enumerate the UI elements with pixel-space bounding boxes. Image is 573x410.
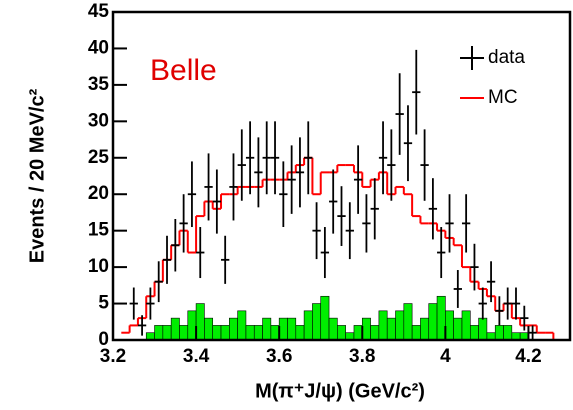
bar	[420, 317, 430, 341]
y-tick-label: 5	[98, 293, 109, 314]
x-tick-label: 3.2	[100, 346, 126, 367]
bar	[295, 325, 305, 341]
x-tick-label: 3.8	[349, 346, 375, 367]
y-tick-label: 45	[88, 1, 110, 22]
plot-frame	[111, 10, 572, 342]
bar	[478, 317, 488, 341]
bar	[361, 317, 371, 341]
y-tick-label: 25	[88, 147, 110, 168]
bar	[337, 325, 346, 341]
bar	[262, 317, 272, 341]
bar	[320, 295, 330, 341]
bar	[170, 317, 180, 341]
bar	[403, 303, 413, 341]
bar	[494, 325, 504, 341]
y-axis-label: Events / 20 MeV/c²	[26, 88, 48, 263]
bar	[245, 325, 255, 341]
x-axis-label: M(π⁺J/ψ) (GeV/c²)	[255, 380, 425, 402]
y-tick-label: 10	[88, 256, 109, 277]
y-tick-label: 15	[88, 220, 110, 241]
bar	[253, 325, 263, 341]
bar	[195, 303, 205, 341]
bar	[162, 325, 172, 341]
bar	[328, 317, 338, 341]
y-tick-label: 30	[88, 110, 109, 131]
bar	[303, 310, 313, 341]
x-tick-label: 4	[440, 346, 451, 367]
bar	[237, 310, 247, 341]
x-tick-label: 3.6	[266, 346, 292, 367]
legend-label: MC	[488, 87, 518, 108]
bar	[220, 325, 230, 341]
x-tick-label: 3.4	[183, 346, 210, 367]
bar	[461, 310, 471, 341]
bar	[428, 303, 438, 341]
bar	[370, 325, 380, 341]
y-tick-label: 40	[88, 37, 109, 58]
bar	[204, 317, 214, 341]
y-tick-label: 0	[98, 329, 109, 350]
bar	[378, 310, 388, 341]
bar	[229, 317, 238, 341]
bar	[212, 325, 222, 341]
bar	[154, 325, 164, 341]
bar	[187, 310, 197, 341]
bar	[469, 325, 479, 341]
bar	[445, 310, 454, 341]
bar	[353, 325, 363, 341]
bar	[411, 325, 421, 341]
bar	[312, 303, 322, 341]
bar	[179, 325, 189, 341]
bar	[287, 317, 297, 341]
bar	[270, 325, 280, 341]
bar	[395, 310, 405, 341]
x-tick-label: 4.2	[515, 346, 541, 367]
y-tick-label: 20	[88, 183, 109, 204]
bar	[436, 295, 446, 341]
bar	[386, 317, 396, 341]
bar	[278, 317, 288, 341]
annotation: Belle	[150, 54, 217, 87]
legend-label: data	[488, 47, 525, 68]
bar	[503, 325, 513, 341]
y-tick-label: 35	[88, 74, 110, 95]
bar	[453, 317, 463, 341]
